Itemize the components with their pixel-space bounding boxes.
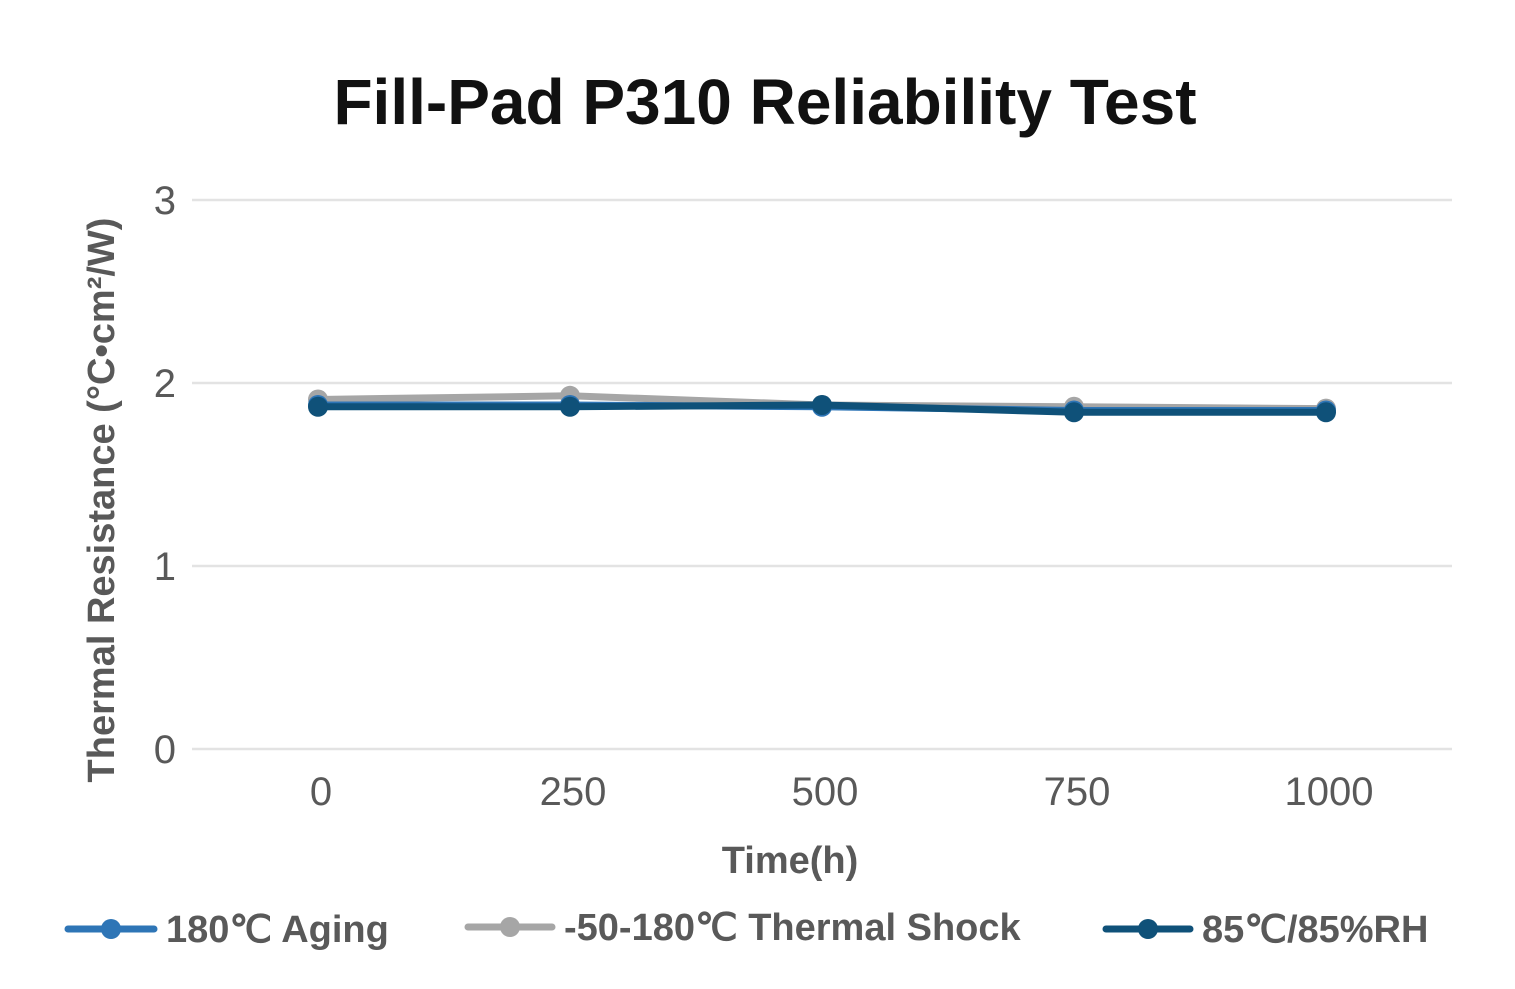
- legend-item-85c-85rh[interactable]: 85℃/85%RH: [1102, 909, 1428, 951]
- y-axis-title: Thermal Resistance (°C•cm²/W): [81, 218, 123, 783]
- x-tick-labels: 0 250 500 750 1000: [310, 770, 1374, 814]
- chart-title: Fill-Pad P310 Reliability Test: [333, 66, 1196, 138]
- gridlines: [192, 198, 1452, 751]
- legend: 180℃ Aging -50-180℃ Thermal Shock 85℃/85…: [64, 907, 1428, 951]
- series-lines: [308, 385, 1336, 423]
- y-tick-label: 2: [154, 362, 176, 406]
- legend-label: -50-180℃ Thermal Shock: [564, 907, 1021, 949]
- series-2: [308, 394, 1336, 423]
- x-axis-title: Time(h): [722, 840, 859, 882]
- y-tick-labels: 0 1 2 3: [154, 179, 176, 772]
- data-point[interactable]: [308, 396, 328, 417]
- data-point[interactable]: [1064, 402, 1084, 423]
- legend-swatch-marker: [500, 917, 520, 937]
- data-point[interactable]: [1316, 402, 1336, 423]
- x-tick-label: 500: [792, 770, 859, 814]
- x-tick-label: 1000: [1285, 770, 1374, 814]
- x-tick-label: 0: [310, 770, 332, 814]
- legend-label: 85℃/85%RH: [1202, 909, 1428, 951]
- y-tick-label: 0: [154, 728, 176, 772]
- legend-swatch-marker: [1138, 919, 1158, 939]
- legend-swatch-marker: [101, 919, 121, 939]
- x-tick-label: 250: [540, 770, 607, 814]
- y-tick-label: 1: [154, 545, 176, 589]
- legend-item-180c-aging[interactable]: 180℃ Aging: [64, 909, 389, 951]
- data-point[interactable]: [560, 396, 580, 417]
- x-tick-label: 750: [1044, 770, 1111, 814]
- legend-label: 180℃ Aging: [166, 909, 389, 951]
- y-tick-label: 3: [154, 179, 176, 223]
- data-point[interactable]: [812, 394, 832, 415]
- legend-item-thermal-shock[interactable]: -50-180℃ Thermal Shock: [464, 907, 1021, 949]
